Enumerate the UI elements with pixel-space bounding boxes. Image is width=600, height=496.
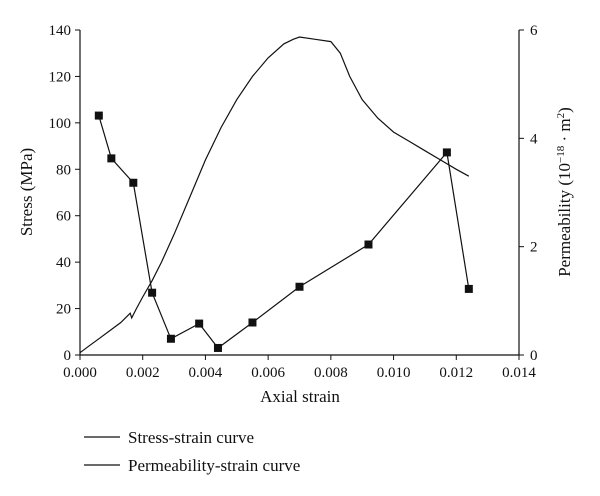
permeability-point [129, 178, 138, 187]
stress-strain-line [79, 36, 470, 354]
permeability-point [213, 343, 222, 352]
y-axis-right-title-mid: · m [555, 118, 574, 145]
permeability-point [107, 154, 116, 163]
y-axis-left-title: Stress (MPa) [17, 148, 36, 236]
y-left-tick-label: 80 [56, 162, 71, 178]
y-right-tick-label: 4 [530, 131, 538, 147]
permeability-point [248, 318, 257, 327]
permeability-point [94, 111, 103, 120]
x-tick-label: 0.008 [314, 365, 348, 381]
y-left-tick-label: 40 [56, 255, 71, 271]
y-left-tick-label: 120 [49, 69, 72, 85]
y-right-tick-label: 0 [530, 348, 538, 364]
permeability-point [442, 148, 451, 157]
y-right-tick-label: 6 [530, 23, 538, 39]
permeability-point [464, 284, 473, 293]
legend-label-permeability: Permeability-strain curve [128, 456, 300, 475]
permeability-point [166, 334, 175, 343]
x-tick-label: 0.010 [377, 365, 411, 381]
y-right-tick-label: 2 [530, 240, 538, 256]
x-tick-label: 0.002 [126, 365, 160, 381]
y-axis-right-title-end: ) [555, 107, 574, 113]
y-axis-right-title-main: Permeability (10 [555, 163, 574, 277]
y-left-tick-label: 60 [56, 209, 71, 225]
axes [79, 30, 520, 356]
x-tick-label: 0.014 [502, 365, 536, 381]
legend: Stress-strain curve Permeability-strain … [84, 428, 300, 475]
series-layer [79, 36, 473, 354]
permeability-point [295, 282, 304, 291]
y-left-tick-label: 100 [49, 116, 72, 132]
permeability-point [364, 240, 373, 249]
y-left-tick-label: 20 [56, 302, 71, 318]
y-axis-right-title-sup2: 2 [555, 113, 567, 119]
x-tick-label: 0.006 [251, 365, 285, 381]
y-axis-right-title-sup: −18 [555, 145, 567, 163]
x-tick-label: 0.004 [189, 365, 223, 381]
x-axis-title: Axial strain [260, 387, 340, 406]
legend-label-stress: Stress-strain curve [128, 428, 254, 447]
x-tick-label: 0.012 [439, 365, 473, 381]
y-axis-right-title: Permeability (10−18 · m2) [555, 107, 574, 277]
y-left-tick-label: 140 [49, 23, 72, 39]
permeability-point [195, 319, 204, 328]
permeability-strain-line [98, 115, 470, 349]
ticks: 0.000 0.002 0.004 0.006 0.008 0.010 0.012 0.014… [49, 23, 539, 381]
permeability-point [148, 288, 157, 297]
y-left-tick-label: 0 [64, 348, 72, 364]
x-tick-label: 0.000 [63, 365, 97, 381]
